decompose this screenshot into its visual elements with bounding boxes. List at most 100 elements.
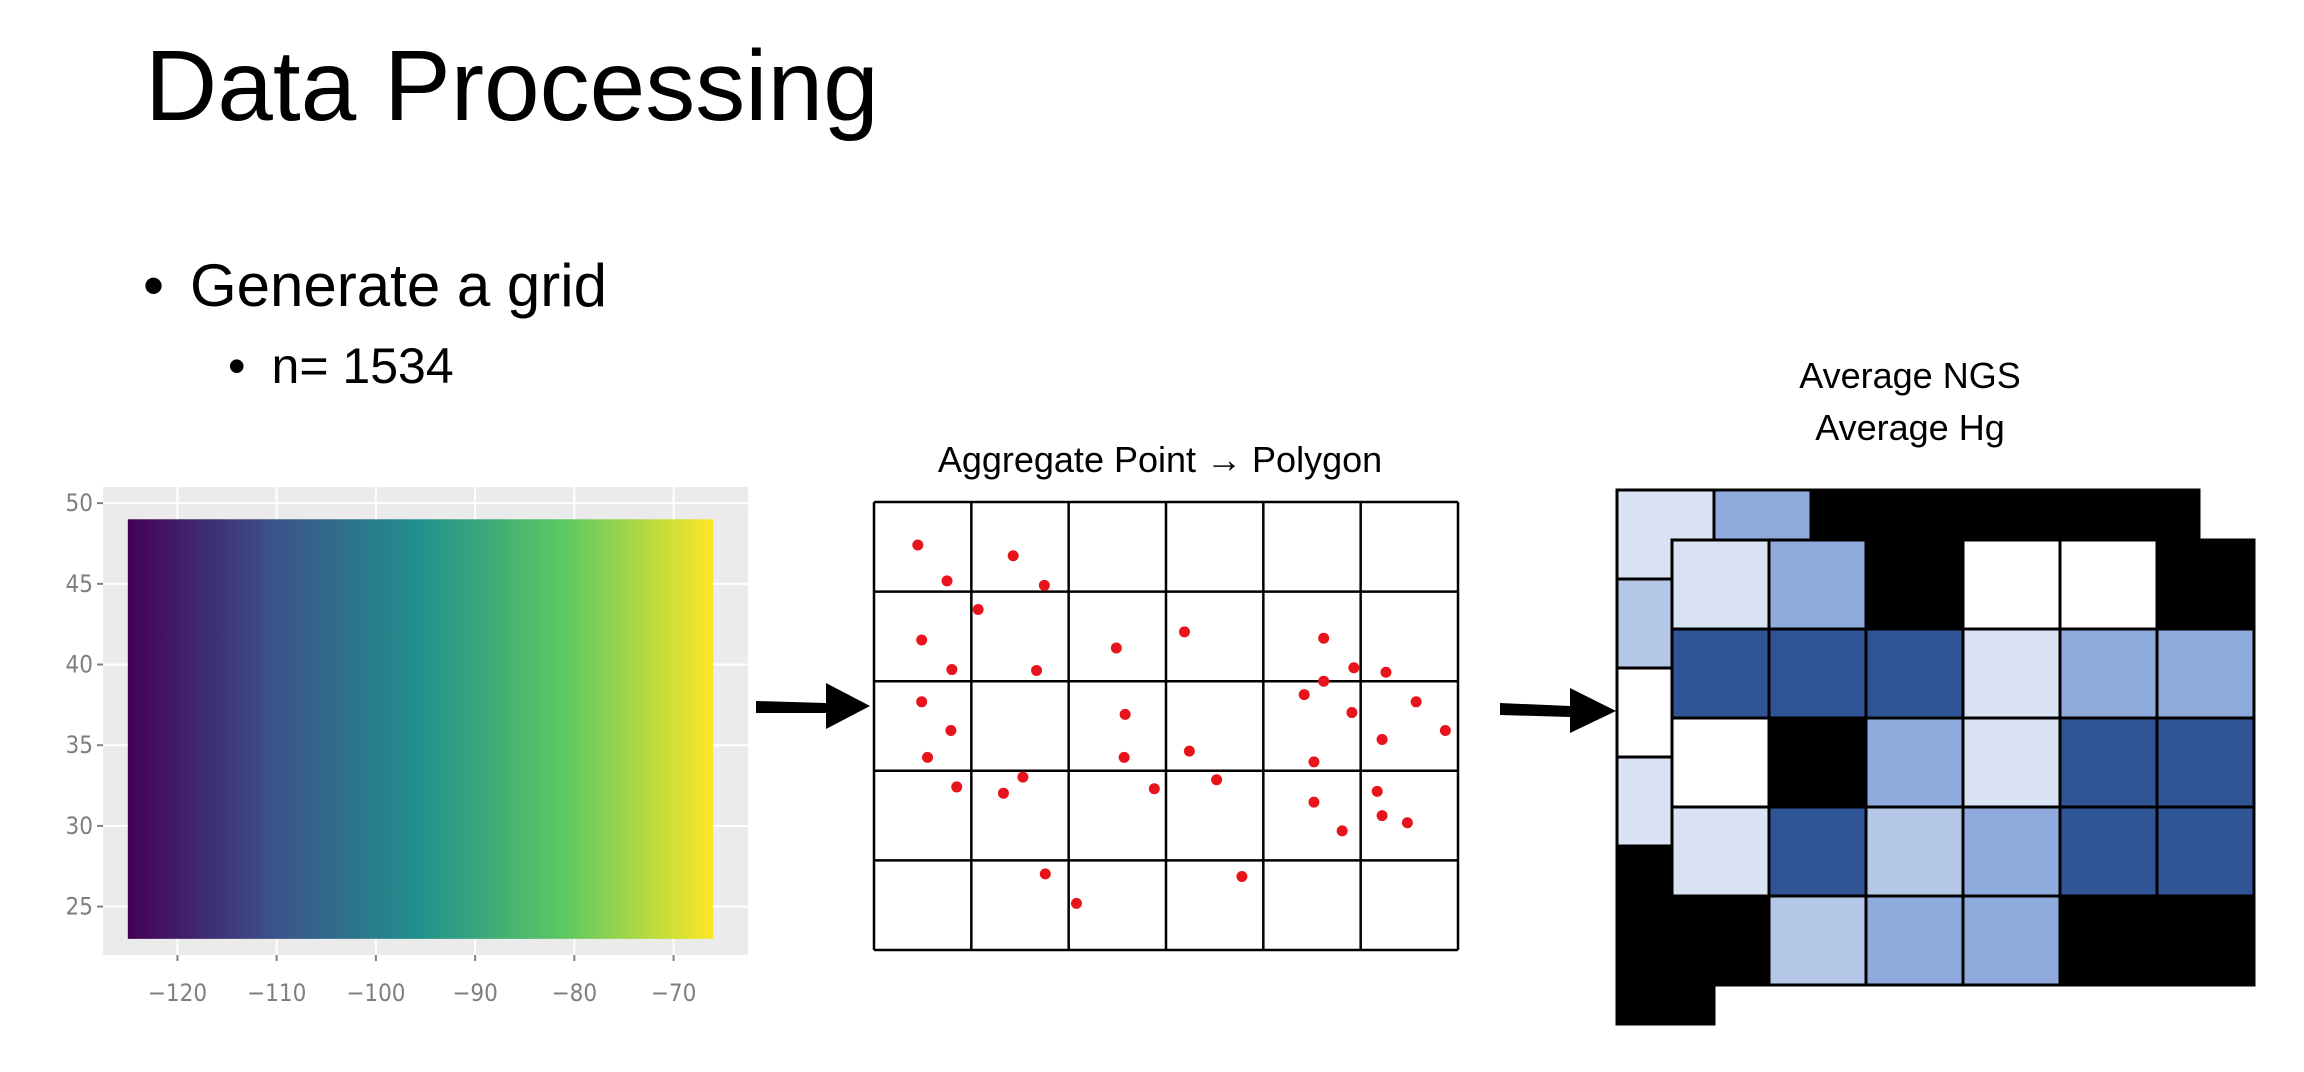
y-tick-label: 35 bbox=[66, 731, 93, 759]
sample-point bbox=[1007, 550, 1019, 562]
front-grid-cell bbox=[1961, 716, 2062, 809]
sample-point bbox=[951, 781, 963, 793]
averaged-polygon-grid bbox=[1615, 488, 2256, 1026]
sample-point bbox=[945, 724, 957, 736]
front-grid-cell bbox=[1961, 894, 2062, 987]
sample-point bbox=[1439, 724, 1451, 736]
front-grid-cell bbox=[2155, 716, 2256, 809]
sample-point bbox=[1308, 796, 1320, 808]
bullet-item-level2: • n= 1534 bbox=[228, 336, 454, 396]
y-tick-label: 30 bbox=[66, 812, 93, 840]
sample-point bbox=[941, 575, 953, 587]
sample-point bbox=[1298, 689, 1310, 701]
aggregate-caption: Aggregate Point → Polygon bbox=[920, 434, 1400, 486]
bullet-glyph: • bbox=[143, 252, 165, 319]
sample-point bbox=[1318, 632, 1330, 644]
sample-point bbox=[1346, 707, 1358, 719]
sample-point bbox=[1236, 871, 1248, 883]
front-grid-cell bbox=[1670, 805, 1771, 898]
point-aggregation-grid bbox=[872, 500, 1460, 952]
front-grid-cell bbox=[1767, 894, 1868, 987]
x-tick-label: −70 bbox=[651, 979, 697, 1007]
sample-point bbox=[912, 539, 924, 551]
sample-point bbox=[1118, 751, 1130, 763]
result-caption-line2: Average Hg bbox=[1815, 407, 2005, 449]
aggregate-caption-left: Aggregate Point bbox=[937, 439, 1197, 480]
front-grid-cell bbox=[1961, 805, 2062, 898]
y-tick-label: 25 bbox=[66, 893, 93, 921]
sample-point bbox=[922, 751, 934, 763]
sample-point bbox=[1178, 626, 1190, 638]
arrow-right-icon: → bbox=[1206, 439, 1243, 480]
sample-point bbox=[1401, 817, 1413, 829]
process-arrows bbox=[756, 683, 1616, 733]
front-grid-cell bbox=[1767, 538, 1868, 631]
sample-point bbox=[1376, 810, 1388, 822]
grid-heatmap-chart: −120 −110 −100 −90 −80 −70 25 30 35 40 45 50 bbox=[66, 487, 748, 1007]
bullet-text: n= 1534 bbox=[271, 338, 454, 394]
sample-point bbox=[1410, 696, 1422, 708]
front-grid-cell bbox=[2058, 805, 2159, 898]
x-tick-label: −110 bbox=[247, 979, 306, 1007]
sample-point bbox=[916, 634, 928, 646]
sample-point bbox=[1308, 756, 1320, 768]
front-grid-cell bbox=[1961, 627, 2062, 720]
slide-title: Data Processing bbox=[145, 30, 879, 142]
bullet-text: Generate a grid bbox=[190, 252, 607, 319]
front-grid-cell bbox=[1670, 538, 1771, 631]
arrow-right-icon bbox=[1500, 688, 1616, 733]
front-grid-cell bbox=[1767, 627, 1868, 720]
front-grid-cell bbox=[1670, 894, 1771, 987]
sample-point bbox=[1119, 708, 1131, 720]
front-grid-cell bbox=[2155, 894, 2256, 987]
front-grid-cell bbox=[2058, 716, 2159, 809]
sample-point bbox=[1038, 579, 1050, 591]
sample-point bbox=[1371, 785, 1383, 797]
front-grid-cell bbox=[1864, 716, 1965, 809]
front-grid-cell bbox=[1767, 716, 1868, 809]
x-tick-label: −80 bbox=[552, 979, 598, 1007]
front-grid-cell bbox=[2155, 538, 2256, 631]
sample-point bbox=[1376, 733, 1388, 745]
y-tick-label: 40 bbox=[66, 651, 93, 679]
front-grid-cell bbox=[1864, 805, 1965, 898]
sample-point bbox=[1211, 774, 1223, 786]
front-grid-cell bbox=[1961, 538, 2062, 631]
front-grid-cell bbox=[1864, 538, 1965, 631]
front-grid-cell bbox=[1864, 894, 1965, 987]
front-grid-cell bbox=[2155, 805, 2256, 898]
front-grid-cell bbox=[1864, 627, 1965, 720]
sample-point bbox=[916, 696, 928, 708]
front-grid-cell bbox=[2058, 538, 2159, 631]
sample-point bbox=[1380, 666, 1392, 678]
front-grid-cell bbox=[1670, 627, 1771, 720]
result-caption: Average NGS Average Hg bbox=[1740, 350, 2080, 454]
y-tick-label: 45 bbox=[66, 570, 93, 598]
sample-point bbox=[1148, 783, 1160, 795]
front-grid-cell bbox=[1670, 716, 1771, 809]
sample-point bbox=[972, 604, 984, 616]
sample-point bbox=[1039, 868, 1051, 880]
front-grid-cell bbox=[1767, 805, 1868, 898]
x-tick-label: −120 bbox=[148, 979, 207, 1007]
arrow-right-icon bbox=[756, 683, 870, 729]
y-tick-label: 50 bbox=[66, 489, 93, 517]
sample-point bbox=[946, 664, 958, 676]
bullet-item-level1: • Generate a grid bbox=[143, 250, 607, 322]
bullet-glyph: • bbox=[228, 338, 246, 394]
aggregate-caption-right: Polygon bbox=[1252, 439, 1383, 480]
sample-point bbox=[1110, 642, 1122, 654]
result-caption-line1: Average NGS bbox=[1799, 355, 2021, 396]
sample-point bbox=[1017, 771, 1029, 783]
sample-point bbox=[1336, 825, 1348, 837]
x-tick-label: −90 bbox=[452, 979, 498, 1007]
sample-point bbox=[1031, 664, 1043, 676]
x-tick-label: −100 bbox=[346, 979, 405, 1007]
sample-point bbox=[1348, 662, 1360, 674]
sample-point bbox=[1070, 897, 1082, 909]
gradient-raster bbox=[127, 519, 714, 939]
front-grid-cell bbox=[2058, 894, 2159, 987]
front-grid-cell bbox=[2155, 627, 2256, 720]
sample-point bbox=[1183, 745, 1195, 757]
